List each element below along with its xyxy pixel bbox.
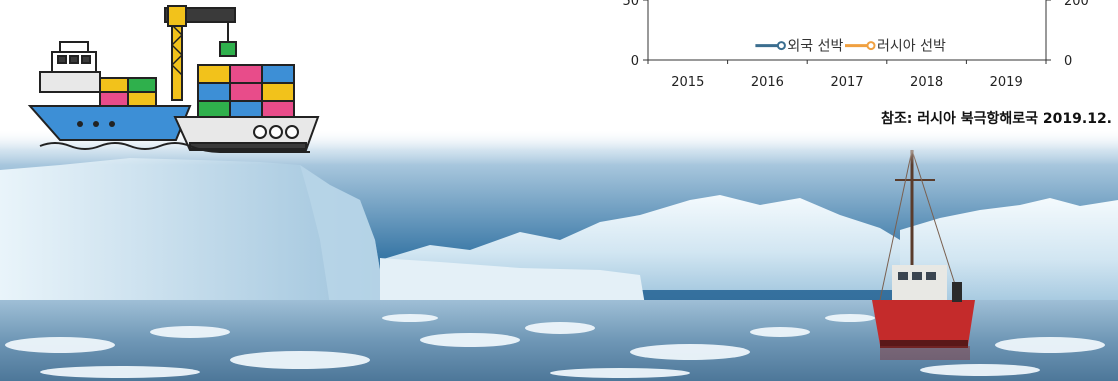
distant-iceberg	[380, 195, 905, 290]
ice-shelf	[380, 258, 645, 305]
chart: 0 50 0 200 2015 2016 2017 2018 2019 외국 선박 러시아 선박	[600, 0, 1118, 110]
x-tick-label: 2017	[830, 75, 863, 90]
large-iceberg	[0, 158, 385, 310]
x-tick-label: 2019	[990, 75, 1023, 90]
ice-floes	[5, 314, 1105, 378]
crane-icon	[164, 5, 237, 101]
right-iceberg	[900, 198, 1118, 300]
legend-entry-label: 러시아 선박	[877, 39, 946, 55]
x-tick-label: 2016	[751, 75, 784, 90]
y-right-tick-label: 0	[1064, 54, 1072, 69]
y-left-tick-label: 0	[631, 54, 639, 69]
cargo-ship-icon	[27, 5, 320, 154]
legend-entry-label: 외국 선박	[787, 39, 843, 55]
line-chart: 0 50 0 200 2015 2016 2017 2018 2019 외국 선박 러시아 선박	[622, 0, 1089, 90]
data-point	[866, 41, 876, 51]
fishing-boat-icon	[872, 149, 975, 360]
x-tick-label: 2018	[910, 75, 943, 90]
data-point	[776, 41, 786, 51]
x-tick-label: 2015	[671, 75, 704, 90]
source-note: 참조: 러시아 북극항해로국 2019.12.	[881, 111, 1112, 127]
y-right-tick-label: 200	[1064, 0, 1089, 9]
y-left-tick-label: 50	[622, 0, 639, 9]
